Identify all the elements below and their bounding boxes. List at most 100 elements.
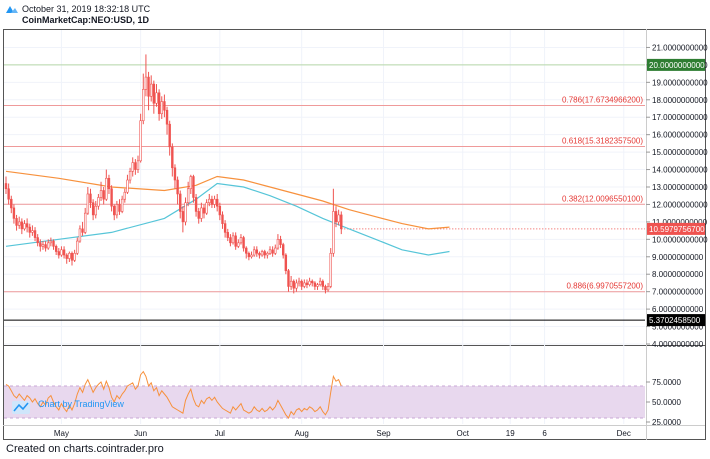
candle-body [255, 249, 258, 254]
candle-body [326, 286, 330, 291]
fib-level-label: 0.618(15.3182357500) [562, 137, 643, 146]
candle-body [252, 249, 256, 256]
ma-fast-line [5, 182, 450, 256]
candle-body [311, 280, 314, 284]
candle-body [102, 190, 105, 200]
candle-body [139, 120, 142, 162]
time-axis: May Jun Jul Aug Sep Oct 19 6 Dec [54, 429, 631, 438]
candle-body [81, 228, 84, 233]
candle-body [4, 183, 8, 190]
candle-body [44, 244, 47, 249]
candle-body [115, 204, 119, 216]
candle-body [123, 191, 127, 200]
candle-body [313, 282, 317, 287]
candle-body [340, 214, 343, 230]
candle-body [118, 204, 121, 212]
candle-body [168, 123, 171, 148]
candle-body [250, 254, 253, 258]
candle-body [62, 249, 66, 256]
candle-body [163, 101, 166, 111]
y-tick-label: 16.0000000000 [652, 131, 708, 140]
candle-body [136, 160, 140, 170]
candle-body [239, 237, 243, 244]
watermark-text[interactable]: Chart by TradingView [38, 399, 124, 409]
candle-body [65, 254, 68, 259]
y-tick-label: 21.0000000000 [652, 43, 708, 52]
candle-body [242, 237, 245, 249]
candle-body [142, 89, 145, 122]
candle-body [173, 167, 177, 181]
y-tick-label: 8.0000000000 [652, 270, 704, 279]
chart-border [3, 29, 706, 440]
x-tick-label: Jun [134, 429, 147, 438]
footer-credit[interactable]: Created on charts.cointrader.pro [6, 443, 164, 455]
candle-body [274, 247, 277, 254]
candle-body [15, 218, 18, 226]
rsi-band [4, 386, 645, 418]
candle-body [152, 83, 156, 104]
candle-body [221, 214, 224, 224]
candle-body [297, 280, 301, 284]
candle-body [279, 239, 282, 245]
candle-body [60, 249, 63, 256]
candle-body [184, 202, 187, 223]
candle-body [332, 211, 335, 254]
candle-body [155, 92, 158, 104]
last-price-badge [647, 222, 705, 235]
candle-body [268, 249, 272, 254]
x-tick-label: Oct [456, 429, 469, 438]
candle-body [202, 207, 206, 214]
candle-body [318, 280, 322, 285]
candle-body [41, 244, 45, 247]
candle-body [316, 284, 319, 287]
candle-body [292, 280, 295, 289]
candle-body [144, 76, 148, 90]
candle-body [223, 223, 227, 233]
candle-body [49, 240, 53, 244]
candle-body [73, 252, 76, 261]
candle-body [39, 242, 42, 247]
candle-body [287, 270, 290, 287]
fib-level-label: 0.382(12.0096550100) [562, 194, 643, 203]
candle-body [107, 177, 111, 190]
candle-body [176, 179, 179, 195]
candle-body [229, 237, 232, 244]
candle-body [181, 211, 185, 223]
rsi-tick-label: 75.0000 [652, 378, 681, 387]
candle-body [128, 171, 132, 181]
candle-body [86, 193, 90, 214]
candle-body [247, 252, 251, 258]
x-tick-label: Dec [617, 429, 631, 438]
resistance-badge-label: 20.0000000000 [649, 61, 705, 70]
y-tick-label: 6.0000000000 [652, 305, 704, 314]
candle-body [284, 254, 288, 272]
y-tick-label: 11.0000000000 [652, 218, 708, 227]
candle-body [218, 205, 222, 216]
candle-body [337, 214, 340, 223]
y-tick-label: 15.0000000000 [652, 148, 708, 157]
candle-body [210, 198, 214, 205]
candle-body [192, 176, 195, 198]
rsi-tick-label: 50.0000 [652, 398, 681, 407]
candle-body [47, 242, 50, 249]
y-tick-label: 4.0000000000 [652, 340, 704, 349]
candle-body [105, 177, 108, 200]
candle-body [258, 252, 261, 256]
candle-body [324, 286, 327, 291]
y-tick-label: 9.0000000000 [652, 253, 704, 262]
candle-body [213, 198, 216, 205]
last-price-badge-label: 10.5979756700 [649, 225, 705, 234]
candle-body [289, 280, 293, 287]
fib-level-label: 0.886(6.9970557200) [566, 282, 643, 291]
candle-body [226, 232, 229, 238]
moving-averages [5, 170, 450, 256]
y-tick-label: 12.0000000000 [652, 200, 708, 209]
candle-body [160, 101, 163, 115]
low-badge [647, 314, 705, 327]
candle-body [329, 252, 332, 287]
rsi-line [5, 370, 342, 419]
candle-body [54, 246, 58, 252]
y-tick-label: 17.0000000000 [652, 113, 708, 122]
candle-body [76, 240, 79, 254]
